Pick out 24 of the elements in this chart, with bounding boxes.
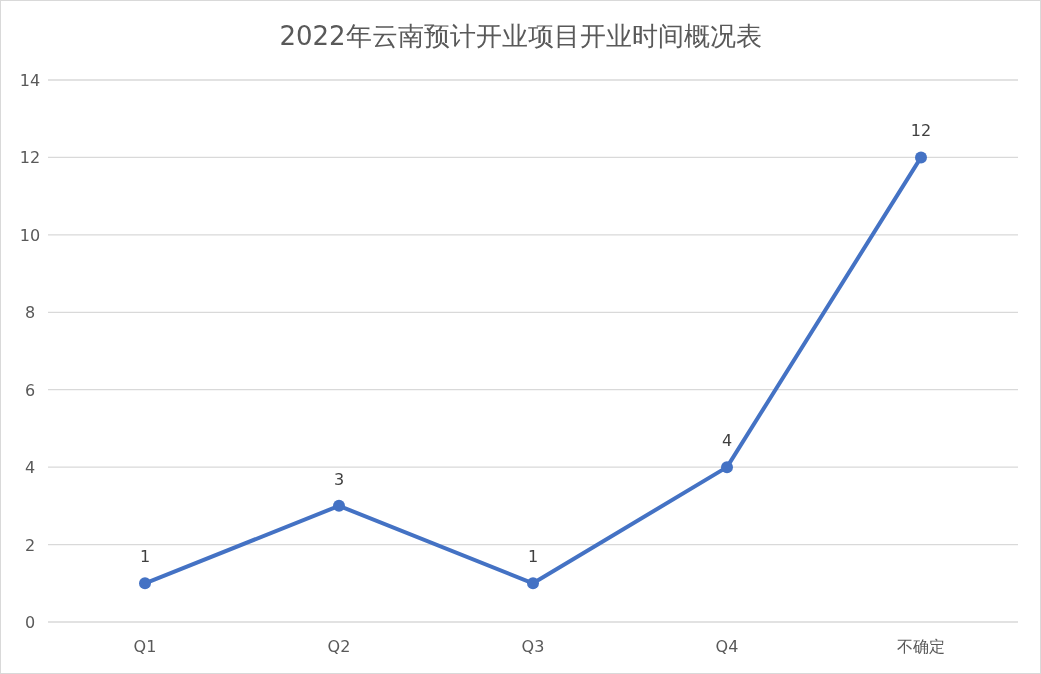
x-tick-label: Q4 (715, 637, 739, 656)
x-tick-label: Q3 (521, 637, 545, 656)
y-tick-label: 10 (19, 225, 41, 245)
data-label: 3 (333, 469, 345, 489)
chart-title: 2022年云南预计开业项目开业时间概况表 (279, 21, 762, 51)
data-label: 12 (910, 121, 932, 141)
x-tick-label: Q1 (133, 637, 157, 656)
y-tick-label: 6 (24, 380, 36, 400)
y-tick-label: 8 (24, 303, 36, 323)
point (915, 151, 927, 164)
y-tick-label: 2 (24, 535, 36, 555)
data-label: 1 (139, 547, 151, 567)
x-tick-label: 不确定 (897, 637, 945, 656)
y-tick-label: 14 (19, 71, 41, 90)
point (527, 577, 539, 590)
point (333, 499, 345, 512)
point (139, 577, 151, 590)
x-tick-label: Q2 (327, 637, 351, 656)
y-tick-label: 4 (24, 458, 36, 478)
point (721, 461, 733, 474)
data-label: 4 (721, 431, 733, 451)
data-label: 1 (527, 547, 539, 567)
y-tick-label: 0 (24, 613, 36, 632)
y-tick-label: 12 (19, 148, 41, 168)
